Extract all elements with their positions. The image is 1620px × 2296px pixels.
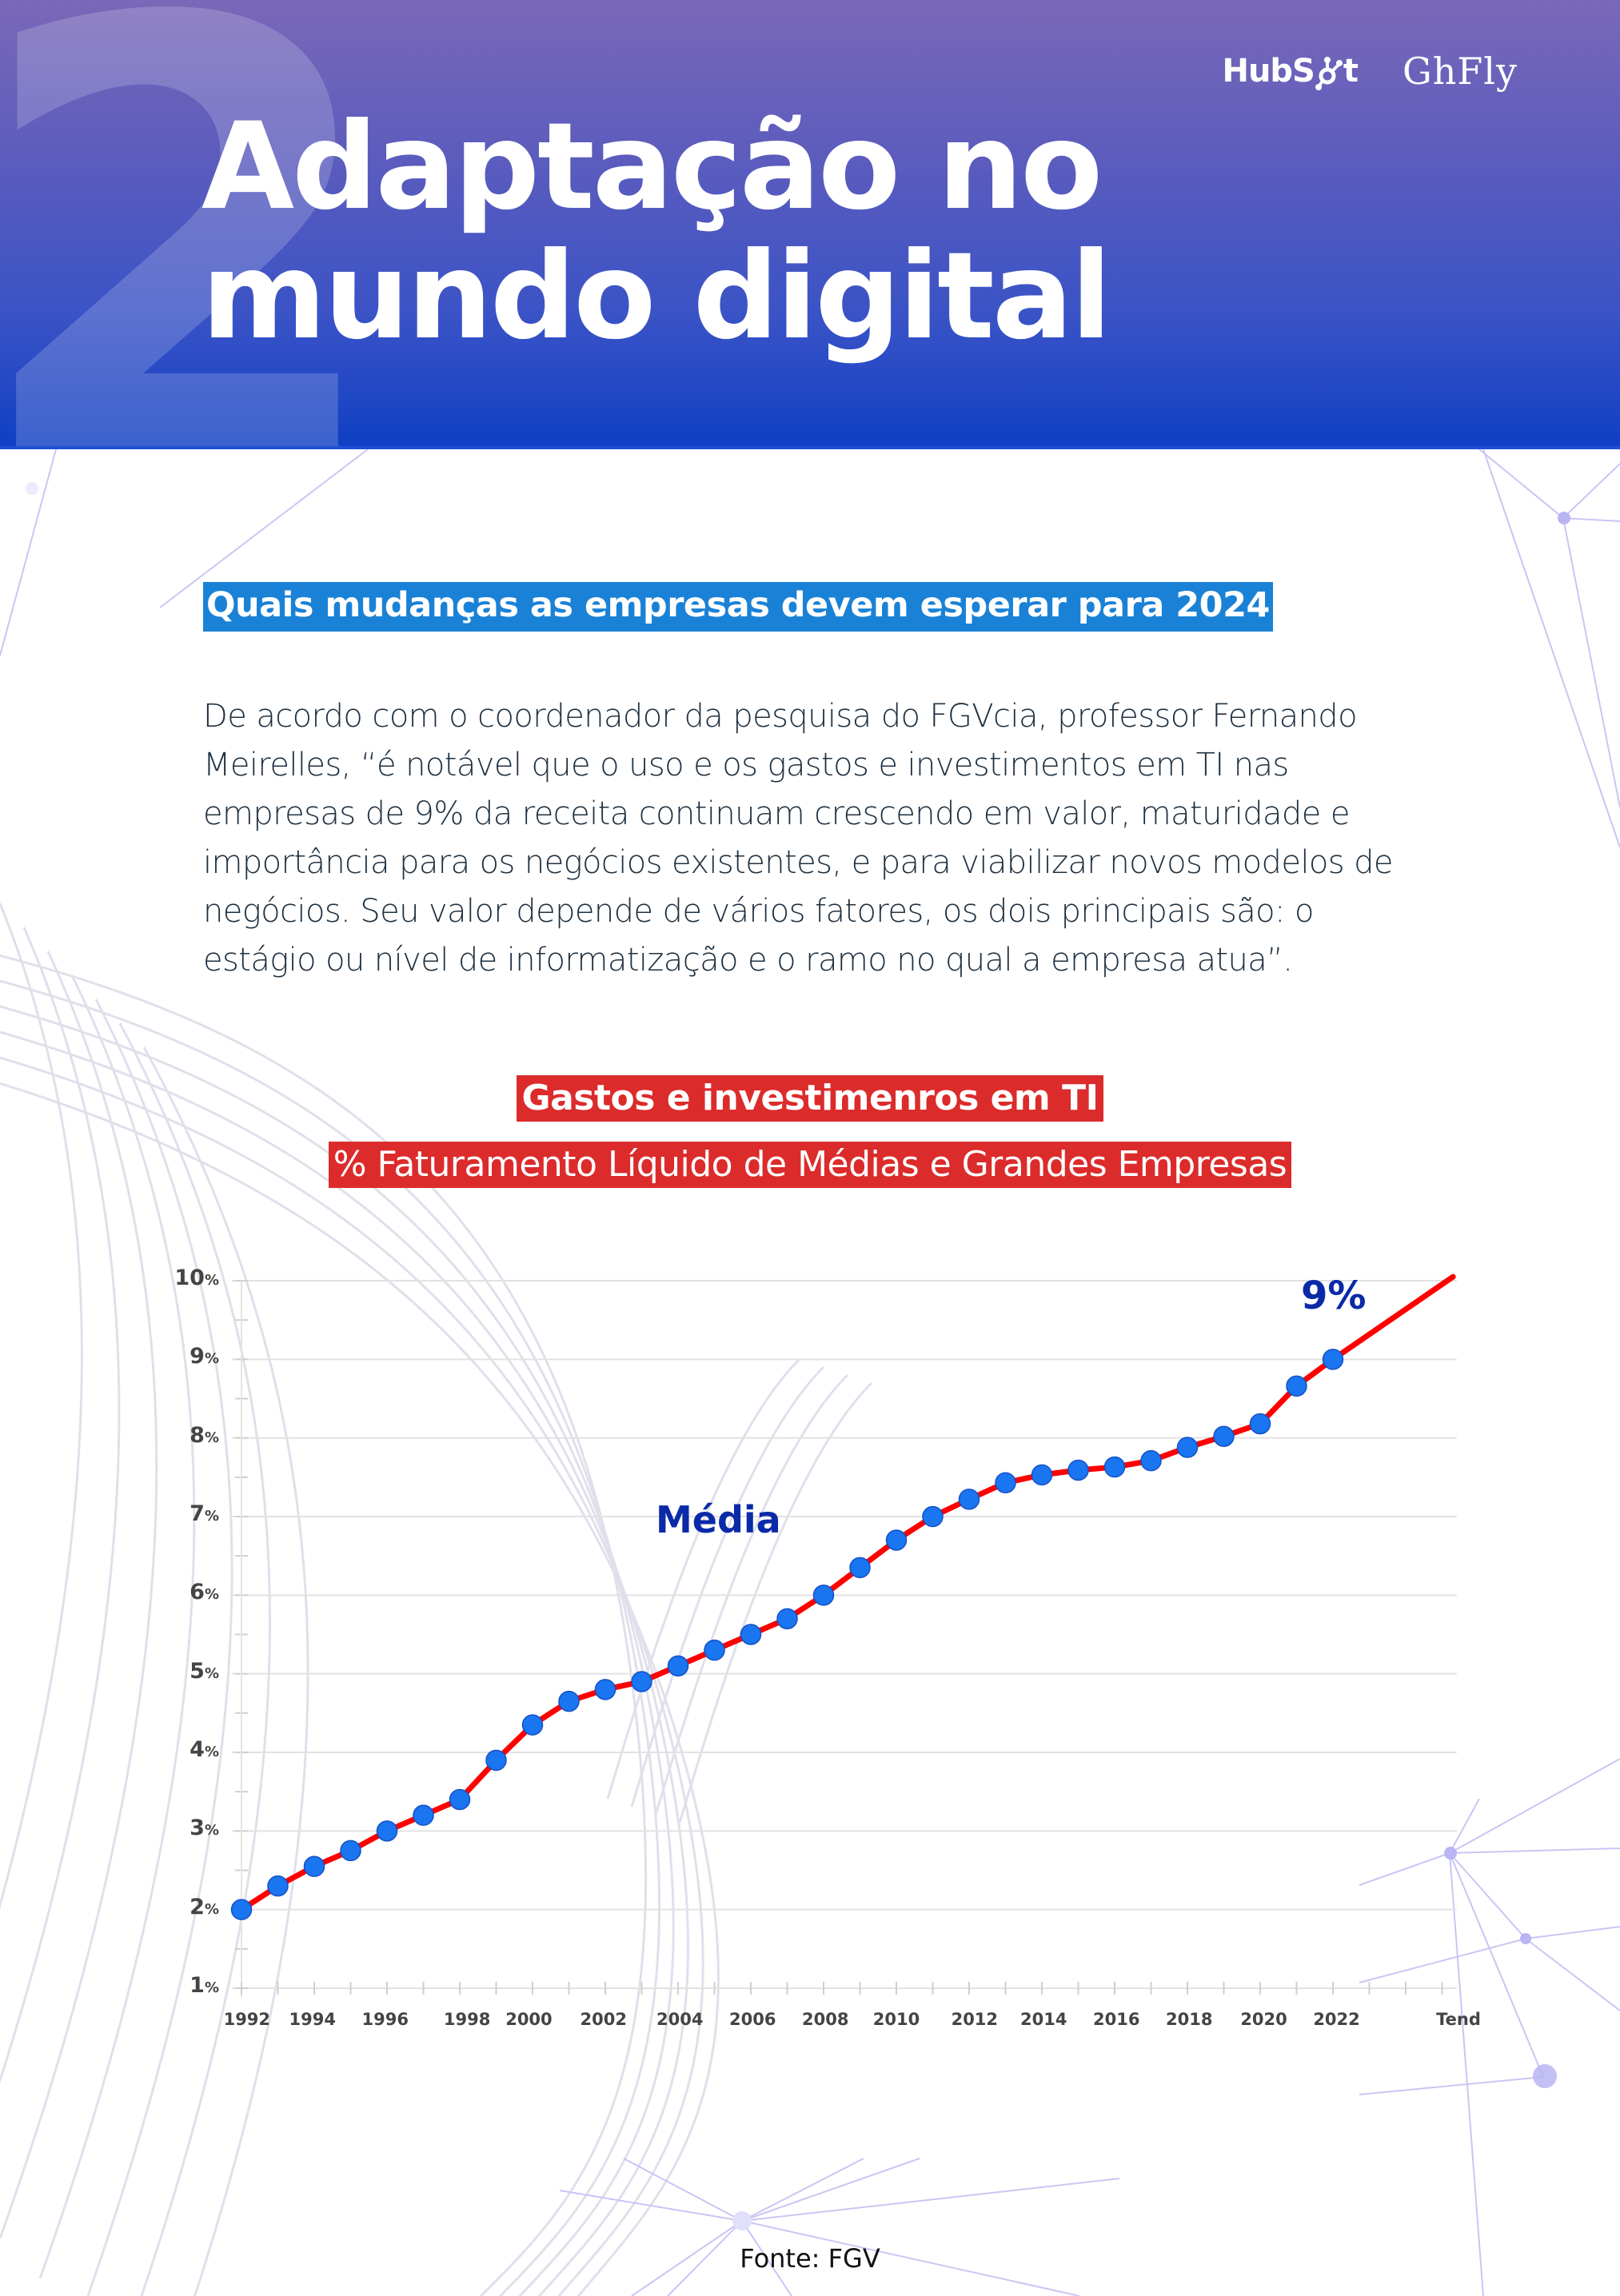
x-tick-label: 2004 — [656, 2010, 704, 2029]
line-chart: Média 9% 1% 2% 3% 4% 5% 6% 7% 8% 9% 10% 1992 1994 19… — [152, 1247, 1481, 2039]
partner-logos: HubS t GhFly — [1222, 50, 1518, 93]
x-tick-label: 1998 — [443, 2010, 491, 2029]
data-point-marker — [1067, 1459, 1089, 1481]
data-point-marker — [340, 1840, 361, 1862]
trend-line — [1330, 1274, 1456, 1362]
data-point-marker — [704, 1639, 725, 1661]
page-header: 2 HubS t GhFly Adaptação no mundo digita… — [0, 0, 1620, 449]
chart-annotation-media: Média — [656, 1498, 781, 1541]
data-point-marker — [631, 1671, 652, 1692]
source-note: Fonte: FGV — [740, 2243, 880, 2274]
y-tick-label: 3% — [190, 1816, 219, 1841]
chart-title-row: Gastos e investimenros em TI — [0, 1075, 1620, 1122]
data-point-marker — [885, 1529, 908, 1551]
chart-subtitle-row: % Faturamento Líquido de Médias e Grande… — [0, 1142, 1620, 1188]
title-line-2: mundo digital — [202, 227, 1111, 366]
data-point-marker — [521, 1714, 544, 1736]
data-point-marker — [413, 1804, 434, 1826]
ghfly-logo: GhFly — [1403, 50, 1518, 93]
data-point-marker — [594, 1679, 616, 1700]
chart-subtitle: % Faturamento Líquido de Médias e Grande… — [328, 1142, 1292, 1188]
data-point-marker — [922, 1505, 944, 1528]
data-point-marker — [1031, 1464, 1053, 1486]
section-heading: Quais mudanças as empresas devem esperar… — [203, 582, 1273, 632]
y-tick-label: 8% — [190, 1422, 219, 1448]
data-point-marker — [812, 1584, 835, 1606]
data-point-marker — [849, 1557, 871, 1579]
data-point-marker — [485, 1749, 507, 1772]
x-tick-label: 2002 — [580, 2010, 627, 2029]
x-tick-label: 2010 — [872, 2010, 920, 2029]
y-tick-label: 1% — [190, 1973, 219, 1998]
data-point-marker — [1213, 1425, 1235, 1447]
title-line-1: Adaptação no — [202, 98, 1103, 237]
hubspot-logo: HubS t — [1222, 53, 1359, 90]
x-tick-label: 2018 — [1166, 2010, 1213, 2029]
data-point-marker — [449, 1788, 471, 1811]
y-tick-label: 6% — [190, 1580, 219, 1605]
x-tick-label: 2020 — [1240, 2010, 1287, 2029]
y-tick-label: 2% — [190, 1894, 219, 1919]
y-tick-label: 7% — [190, 1501, 219, 1526]
data-point-marker — [376, 1820, 398, 1842]
hubspot-sprocket-icon — [1315, 55, 1343, 90]
data-point-marker — [1176, 1437, 1199, 1458]
data-point-marker — [1140, 1449, 1162, 1472]
x-tick-label: 2022 — [1313, 2010, 1360, 2029]
data-point-marker — [303, 1856, 325, 1877]
data-point-marker — [776, 1608, 798, 1630]
chart-annotation-9pct: 9% — [1301, 1274, 1367, 1318]
chart-plot — [230, 1274, 1457, 1998]
data-point-marker — [267, 1875, 289, 1897]
data-point-marker — [230, 1899, 253, 1920]
section-number: 2 — [0, 0, 391, 449]
x-tick-label: 2000 — [505, 2010, 553, 2029]
chart-title: Gastos e investimenros em TI — [517, 1075, 1103, 1122]
y-tick-label: 10% — [174, 1266, 219, 1290]
y-tick-label: 9% — [190, 1344, 219, 1369]
series-line — [240, 1357, 1335, 1912]
data-point-marker — [1103, 1456, 1126, 1478]
x-tick-label: 1992 — [223, 2010, 271, 2029]
x-tick-label: 2012 — [951, 2010, 999, 2029]
data-point-marker — [558, 1690, 580, 1712]
x-tick-label: 2006 — [729, 2010, 776, 2029]
data-point-marker — [1322, 1349, 1344, 1370]
data-point-marker — [1286, 1375, 1307, 1397]
x-tick-label: Tend — [1436, 2010, 1481, 2029]
y-tick-label: 4% — [190, 1737, 219, 1762]
x-tick-label: 2016 — [1093, 2010, 1140, 2029]
x-tick-label: 1994 — [289, 2010, 336, 2029]
x-tick-label: 2014 — [1020, 2010, 1067, 2029]
page-title: Adaptação no mundo digital — [202, 102, 1111, 361]
y-tick-label: 5% — [190, 1658, 219, 1684]
data-point-marker — [995, 1472, 1016, 1493]
data-point-marker — [740, 1624, 762, 1645]
body-paragraph: De acordo com o coordenador da pesquisa … — [203, 698, 1393, 979]
x-tick-label: 1996 — [361, 2010, 409, 2029]
data-point-marker — [1249, 1413, 1271, 1435]
data-point-marker — [958, 1489, 980, 1510]
data-point-marker — [667, 1655, 689, 1677]
x-tick-label: 2008 — [802, 2010, 849, 2029]
